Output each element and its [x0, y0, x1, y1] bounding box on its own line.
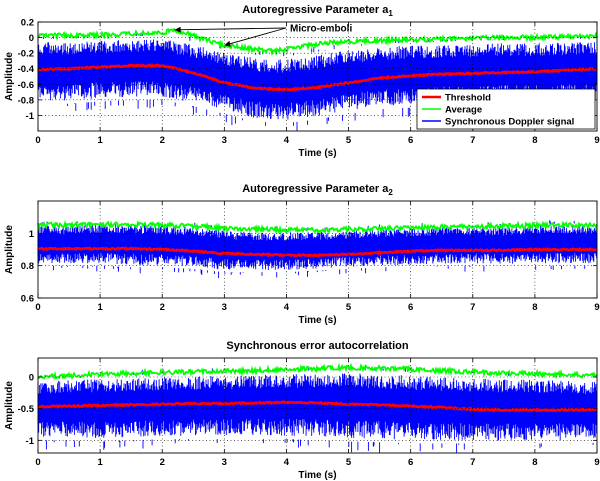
x-tick-label: 3	[222, 457, 227, 468]
x-tick-label: 0	[35, 457, 40, 468]
y-tick-label: 0	[29, 373, 34, 384]
y-tick-label: -1	[26, 436, 35, 447]
series-average-line	[38, 362, 598, 381]
x-tick-label: 4	[284, 457, 290, 468]
x-tick-label: 6	[408, 302, 413, 313]
x-tick-label: 6	[408, 457, 413, 468]
y-axis-label: Amplitude	[4, 225, 15, 274]
legend-entry: Average	[445, 105, 482, 116]
annotation-arrow	[224, 27, 287, 46]
x-tick-label: 7	[470, 302, 475, 313]
chart-title-text: Autoregressive Parameter a	[242, 4, 389, 16]
x-tick-label: 2	[160, 457, 165, 468]
chart-title-subscript: 2	[388, 188, 393, 197]
y-tick-label: -0.2	[18, 49, 34, 60]
x-tick-label: 3	[222, 135, 227, 146]
subplot-3: 0 1 2 3 4 5 6 7 8 9 -1 -0.5 0 Time (s) Amplitude Synchr…	[4, 340, 600, 481]
y-tick-label: -0.8	[18, 95, 34, 106]
subplot-2: 0 1 2 3 4 5 6 7 8 9 0.6 0.8 1 Time (s) Amplitude Autore…	[4, 183, 600, 326]
x-tick-label: 8	[532, 457, 537, 468]
legend-entry: Synchronous Doppler signal	[445, 117, 574, 128]
x-tick-label: 5	[346, 135, 352, 146]
chart-title: Synchronous error autocorrelation	[226, 340, 408, 352]
chart-title-text: Autoregressive Parameter a	[242, 183, 389, 195]
chart-title-text: Synchronous error autocorrelation	[226, 340, 408, 352]
axes-box	[37, 357, 598, 454]
annotation-arrow	[174, 27, 287, 31]
y-tick-label: -1	[26, 111, 35, 122]
y-tick-label: -0.5	[18, 404, 35, 415]
x-tick-label: 7	[470, 135, 475, 146]
x-tick-label: 9	[594, 457, 599, 468]
x-tick-label: 6	[408, 135, 413, 146]
x-tick-label: 0	[35, 135, 40, 146]
x-tick-label: 1	[97, 302, 103, 313]
y-tick-label: 0.2	[21, 18, 34, 29]
axes-box	[37, 21, 598, 132]
x-axis-label: Time (s)	[298, 148, 336, 159]
y-tick-label: -0.4	[18, 64, 35, 75]
subplot-1: 0 1 2 3 4 5 6 7 8 9 -1 -0.8 -0.6 -0.4 -0.2 0 0.2 Time (s)…	[4, 4, 600, 159]
y-axis-label: Amplitude	[4, 381, 15, 430]
x-axis-label: Time (s)	[298, 470, 336, 481]
series-threshold-line	[37, 62, 598, 92]
x-tick-label: 1	[97, 457, 103, 468]
legend-entry: Threshold	[445, 93, 491, 104]
x-tick-label: 5	[346, 302, 352, 313]
grid	[38, 358, 597, 453]
annotation-arrowhead	[174, 26, 181, 33]
grid	[38, 201, 597, 298]
x-tick-label: 2	[160, 135, 165, 146]
annotation-label: Micro-emboli	[290, 24, 352, 35]
x-tick-label: 9	[594, 135, 599, 146]
y-tick-label: 0.8	[21, 261, 34, 272]
series-average-line	[37, 219, 598, 235]
x-tick-label: 4	[284, 135, 290, 146]
x-tick-label: 2	[160, 302, 165, 313]
series-threshold-line	[37, 400, 598, 413]
legend-box	[416, 88, 596, 130]
y-tick-label: 0	[29, 33, 34, 44]
x-axis-label: Time (s)	[298, 315, 336, 326]
series-threshold-line	[37, 246, 598, 258]
x-tick-label: 9	[594, 302, 599, 313]
chart-title: Autoregressive Parameter a1	[242, 4, 393, 18]
chart-title-subscript: 1	[388, 9, 393, 18]
x-tick-label: 8	[532, 135, 537, 146]
x-tick-label: 7	[470, 457, 475, 468]
x-tick-label: 0	[35, 302, 40, 313]
y-tick-label: 1	[29, 229, 35, 240]
x-tick-label: 3	[222, 302, 227, 313]
annotation-arrowhead	[224, 40, 231, 47]
x-tick-label: 8	[532, 302, 537, 313]
y-tick-label: 0.6	[21, 294, 34, 305]
axes-box	[37, 200, 598, 299]
annotation-micro-emboli: Micro-emboli	[174, 24, 352, 47]
y-axis-label: Amplitude	[4, 52, 15, 101]
y-tick-label: -0.6	[18, 80, 34, 91]
chart-title: Autoregressive Parameter a2	[242, 183, 393, 197]
x-tick-label: 1	[97, 135, 103, 146]
x-tick-label: 4	[284, 302, 290, 313]
x-tick-label: 5	[346, 457, 352, 468]
